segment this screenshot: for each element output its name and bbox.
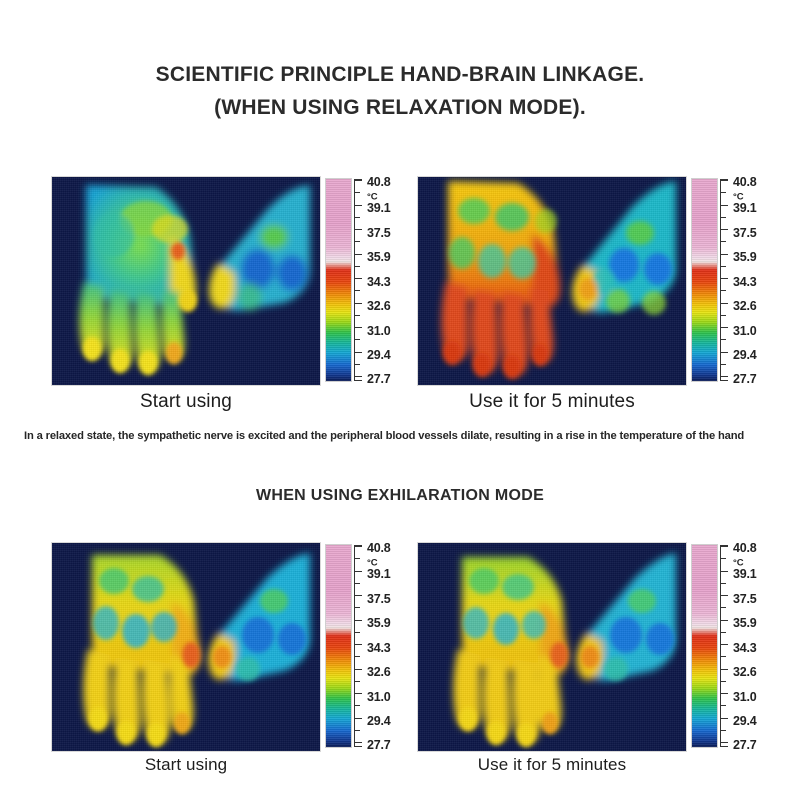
colorbar-label-7: 29.4 [733,348,757,362]
colorbar-gradient [692,545,717,747]
panel-relax-5min: 40.8 °C 39.1 37.5 35.9 34.3 32.6 31.0 29… [418,175,757,412]
colorbar-label-4: 34.3 [733,274,757,289]
colorbar-label-2: 37.5 [367,591,391,606]
colorbar-label-3: 35.9 [367,616,391,630]
colorbar-label-4: 34.3 [367,640,391,655]
colorbar-label-3: 35.9 [733,616,757,630]
colorbar-labels: 40.8 °C 39.1 37.5 35.9 34.3 32.6 31.0 29… [367,175,411,386]
colorbar-label-5: 32.6 [733,299,757,313]
colorbar-label-6: 31.0 [733,689,757,704]
panel-label-relax-5min: Use it for 5 minutes [469,391,635,412]
colorbar-label-7: 29.4 [367,348,391,362]
colorbar-axis [720,179,728,381]
colorbar-label-0: 40.8 [733,175,757,189]
colorbar-label-6: 31.0 [733,323,757,338]
title-line-1: SCIENTIFIC PRINCIPLE HAND-BRAIN LINKAGE. [155,63,645,86]
colorbar-label-6: 31.0 [367,689,391,704]
thermal-hands-cool [52,177,320,385]
colorbar-label-6: 31.0 [367,323,391,338]
colorbar-label-2: 37.5 [367,225,391,240]
colorbar-label-8: 27.7 [733,738,757,752]
colorbar-labels: 40.8 °C 39.1 37.5 35.9 34.3 32.6 31.0 29… [367,541,411,752]
colorbar-label-0: 40.8 [367,541,391,555]
colorbar-label-4: 34.3 [733,640,757,655]
colorbar-label-1: 39.1 [367,567,391,581]
thermal-image-relax-start [52,177,320,385]
colorbar-label-0: 40.8 [733,541,757,555]
colorbar-gradient [692,179,717,381]
colorbar-gradient [326,545,351,747]
thermal-image-exhil-start [52,543,320,751]
colorbar-label-1: 39.1 [733,567,757,581]
colorbar-label-5: 32.6 [367,299,391,313]
colorbar-exhil-start: 40.8 °C 39.1 37.5 35.9 34.3 32.6 31.0 29… [326,541,411,752]
colorbar-label-2: 37.5 [733,591,757,606]
colorbar-label-1: 39.1 [733,201,757,215]
title-line-2: (WHEN USING RELAXATION MODE). [214,96,586,119]
colorbar-unit: °C [733,557,744,569]
colorbar-label-5: 32.6 [733,665,757,679]
colorbar-relax-start: 40.8 °C 39.1 37.5 35.9 34.3 32.6 31.0 29… [326,175,411,386]
colorbar-label-8: 27.7 [367,738,391,752]
thermal-hands-hot [418,177,686,385]
colorbar-label-2: 37.5 [733,225,757,240]
thermal-hands-warm-b [418,543,686,751]
panel-exhil-start: 40.8 °C 39.1 37.5 35.9 34.3 32.6 31.0 29… [52,541,391,774]
colorbar-label-5: 32.6 [367,665,391,679]
colorbar-axis [354,179,362,381]
colorbar-unit: °C [367,191,378,203]
colorbar-exhil-5min: 40.8 °C 39.1 37.5 35.9 34.3 32.6 31.0 29… [692,541,777,752]
colorbar-label-1: 39.1 [367,201,391,215]
thermal-hands-warm-a [52,543,320,751]
colorbar-label-8: 27.7 [367,372,391,386]
page-title: SCIENTIFIC PRINCIPLE HAND-BRAIN LINKAGE.… [0,58,800,124]
colorbar-unit: °C [733,191,744,203]
section-heading-exhilaration: WHEN USING EXHILARATION MODE [255,487,545,504]
colorbar-labels: 40.8 °C 39.1 37.5 35.9 34.3 32.6 31.0 29… [733,541,777,752]
panel-relax-start: 40.8 °C 39.1 37.5 35.9 34.3 32.6 31.0 29… [52,175,391,412]
colorbar-relax-5min: 40.8 °C 39.1 37.5 35.9 34.3 32.6 31.0 29… [692,175,777,386]
colorbar-label-3: 35.9 [367,250,391,264]
thermal-image-exhil-5min [418,543,686,751]
panel-label-exhil-5min: Use it for 5 minutes [477,755,627,774]
thermal-image-relax-5min [418,177,686,385]
colorbar-label-0: 40.8 [367,175,391,189]
colorbar-label-7: 29.4 [367,714,391,728]
colorbar-label-3: 35.9 [733,250,757,264]
colorbar-axis [354,545,362,747]
colorbar-label-7: 29.4 [733,714,757,728]
panel-label-relax-start: Start using [140,391,232,412]
colorbar-label-8: 27.7 [733,372,757,386]
panel-label-exhil-start: Start using [144,755,228,774]
colorbar-unit: °C [367,557,378,569]
colorbar-axis [720,545,728,747]
colorbar-gradient [326,179,351,381]
colorbar-label-4: 34.3 [367,274,391,289]
relaxation-caption: In a relaxed state, the sympathetic nerv… [24,430,745,442]
colorbar-labels: 40.8 °C 39.1 37.5 35.9 34.3 32.6 31.0 29… [733,175,777,386]
panel-exhil-5min: 40.8 °C 39.1 37.5 35.9 34.3 32.6 31.0 29… [418,541,757,774]
